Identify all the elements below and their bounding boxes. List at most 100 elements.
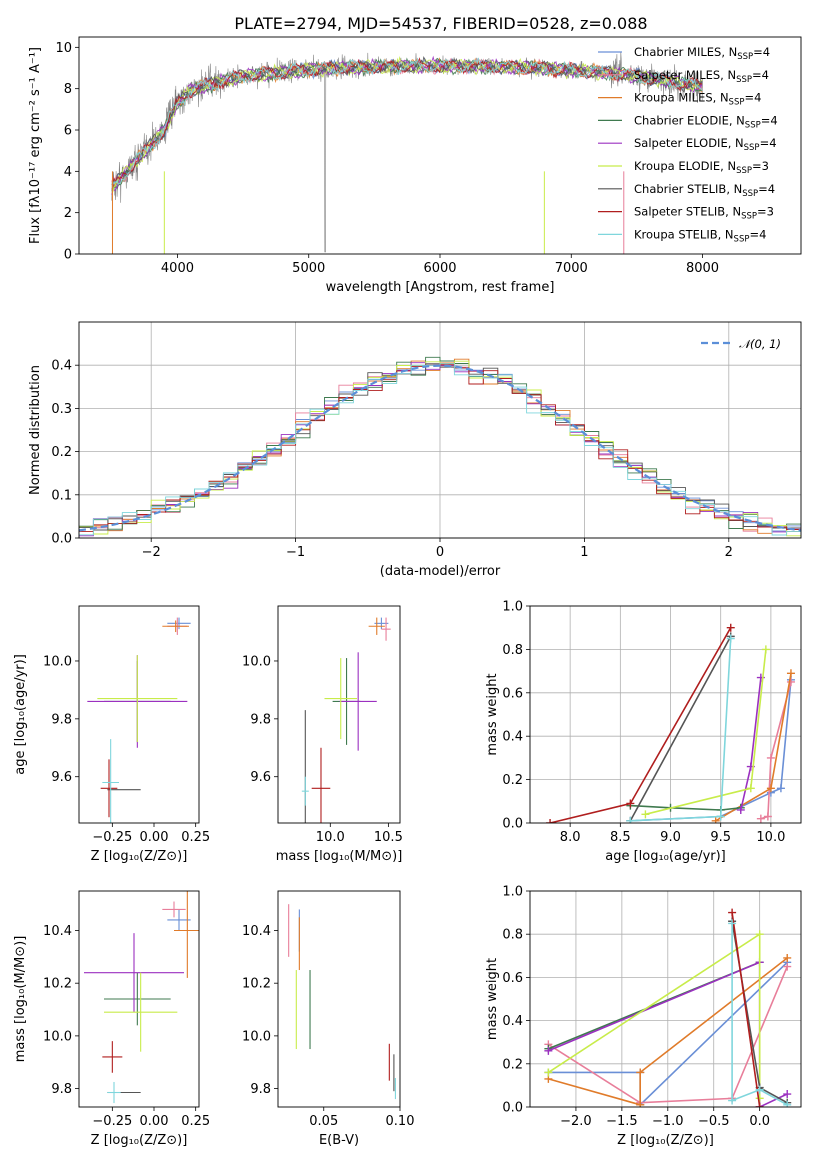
x-tick-label: 10.0 [316, 830, 345, 845]
legend-label: Chabrier STELIB, NSSP=4 [634, 182, 775, 199]
y-tick-label: 0.0 [51, 532, 72, 547]
x-tick-label: 0.05 [309, 1114, 338, 1129]
panel-3: −0.25 0.00 0.25 9.6 9.8 10.0 Z [log₁₀(Z/Z⊙)] ag… [13, 605, 210, 864]
panel-7: 0.05 0.10 9.8 10.0 10.2 10.4 E(B-V) [242, 890, 414, 1148]
error-bar-point [301, 776, 309, 806]
legend-label: Chabrier ELODIE, NSSP=4 [634, 113, 778, 130]
data-point [783, 962, 792, 971]
error-bar-point [104, 972, 171, 1026]
x-tick-label: 8000 [686, 261, 719, 276]
data-point [755, 1103, 764, 1107]
data-point [755, 1085, 764, 1094]
y-tick-label: 8 [64, 82, 72, 97]
data-point [763, 812, 772, 821]
x-tick-label: 4000 [161, 261, 194, 276]
data-point [636, 1068, 645, 1077]
data-point [736, 805, 745, 814]
x-tick-label: 0.25 [181, 830, 210, 845]
data-point [726, 623, 735, 632]
data-point [544, 1068, 553, 1077]
panel-4: 10.0 10.5 9.6 9.8 10.0 mass [log₁₀(M/M⊙)] [242, 605, 403, 864]
x-tick-label: 9.0 [660, 830, 681, 845]
y-tick-label: 0.2 [502, 1057, 523, 1072]
y-tick-label: 0.8 [502, 928, 523, 943]
y-tick-label: 0.0 [502, 817, 523, 832]
y-tick-label: 10.0 [242, 1029, 271, 1044]
series-line [549, 627, 732, 823]
axes-frame [529, 605, 802, 824]
data-point [766, 753, 775, 762]
x-tick-label: 0 [436, 545, 444, 560]
error-bar-point [104, 972, 178, 1052]
x-axis-label: wavelength [Angstrom, rest frame] [326, 280, 555, 295]
data-point [546, 819, 555, 823]
x-tick-label: 10.0 [756, 830, 785, 845]
y-tick-label: 0.2 [502, 773, 523, 788]
data-point [728, 919, 737, 928]
y-tick-label: 2 [64, 206, 72, 221]
y-axis-label: mass weight [485, 673, 500, 755]
legend-label: Salpeter MILES, NSSP=4 [634, 68, 769, 85]
x-tick-label: −0.5 [698, 1114, 730, 1129]
y-tick-label: 10.2 [242, 977, 271, 992]
legend-label: Salpeter ELODIE, NSSP=4 [634, 136, 777, 153]
error-bar-point [102, 739, 119, 823]
error-bar-point [167, 617, 191, 630]
error-bar-point [368, 617, 385, 635]
plot-area [544, 908, 792, 1107]
x-tick-label: 8.0 [560, 830, 581, 845]
y-tick-label: 10.4 [43, 924, 72, 939]
error-bar-point [311, 747, 331, 823]
x-tick-label: −1.5 [606, 1114, 638, 1129]
axes-frame [78, 605, 200, 824]
error-bar-point [324, 658, 358, 740]
error-bar-point [84, 933, 184, 1013]
plot-area [546, 623, 795, 823]
x-axis-label: E(B-V) [319, 1133, 359, 1148]
y-tick-label: 0.0 [502, 1101, 523, 1116]
y-tick-label: 10.4 [242, 924, 271, 939]
data-point [756, 814, 765, 823]
axes-frame [529, 890, 802, 1108]
y-tick-label: 0.8 [502, 643, 523, 658]
legend-label: 𝒩(0, 1) [739, 337, 781, 351]
y-axis-label: mass [log₁₀(M/M⊙)] [13, 936, 28, 1063]
error-bar-point [162, 901, 186, 918]
error-bar-point [97, 655, 178, 742]
y-axis-label: age [log₁₀(age/yr)] [13, 654, 28, 775]
x-tick-label: 2 [725, 545, 733, 560]
model-spectrum [111, 57, 703, 186]
x-tick-label: −1.0 [652, 1114, 684, 1129]
series-line [731, 912, 761, 1107]
normal-curve [79, 364, 801, 532]
y-tick-label: 9.8 [51, 1082, 72, 1097]
y-tick-label: 1.0 [502, 885, 523, 900]
y-tick-label: 0.1 [51, 488, 72, 503]
legend-label: Kroupa ELODIE, NSSP=3 [634, 159, 769, 176]
panel-2: −2 −1 0 1 2 0.0 0.1 0.2 0.3 0.4 (data-model)/error… [28, 321, 802, 579]
error-bar-point [107, 1081, 121, 1104]
x-tick-label: 7000 [555, 261, 588, 276]
y-tick-label: 0 [64, 248, 72, 263]
x-tick-label: 10.5 [374, 830, 403, 845]
y-tick-label: 10.0 [43, 654, 72, 669]
series-line [629, 636, 732, 822]
x-axis-label: age [log₁₀(age/yr)] [605, 849, 726, 864]
y-tick-label: 10.0 [242, 654, 271, 669]
plot-area [87, 617, 191, 823]
y-tick-label: 9.6 [250, 770, 271, 785]
x-tick-label: 5000 [292, 261, 325, 276]
x-tick-label: 0.0 [749, 1114, 770, 1129]
data-point [786, 669, 795, 678]
y-tick-label: 10.2 [43, 977, 72, 992]
series-line [548, 957, 788, 1106]
x-tick-label: 0.00 [140, 830, 169, 845]
y-axis-label: mass weight [485, 958, 500, 1040]
y-tick-label: 0.4 [502, 1014, 523, 1029]
data-point [626, 816, 635, 823]
y-axis-label: Normed distribution [28, 365, 43, 495]
plot-area [288, 904, 396, 1100]
y-tick-label: 6 [64, 124, 72, 139]
x-tick-label: 6000 [423, 261, 456, 276]
